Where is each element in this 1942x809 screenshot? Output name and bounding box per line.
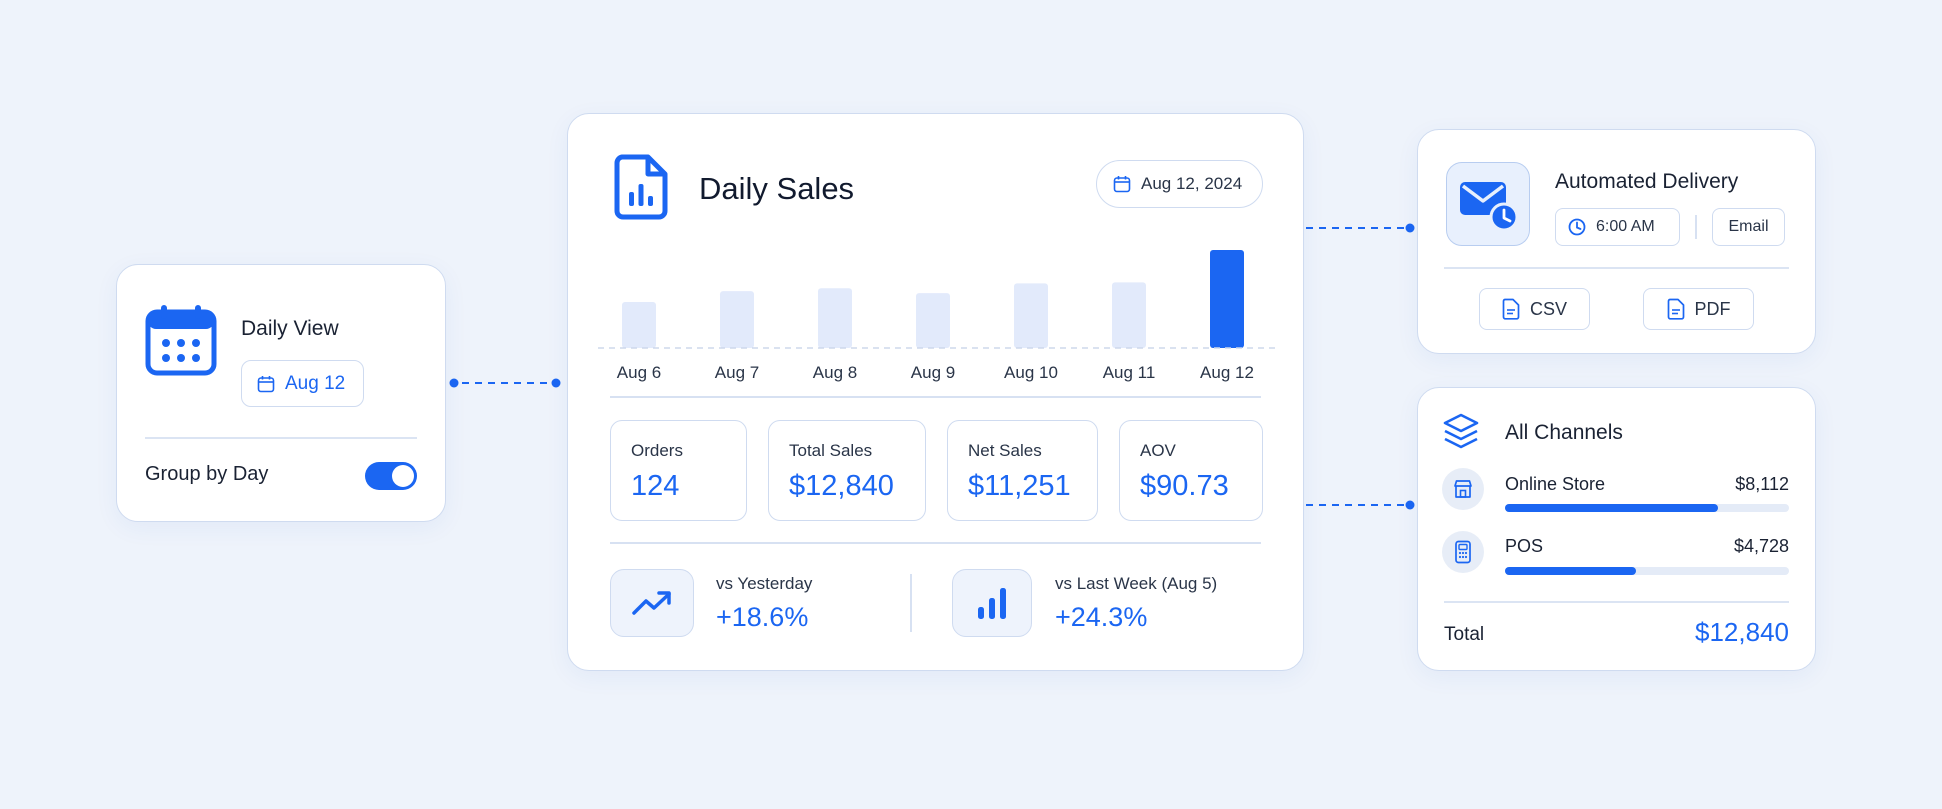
small-calendar-icon [257, 375, 275, 392]
comparison-label: vs Yesterday [716, 574, 813, 593]
stat-net-sales: Net Sales $11,251 [947, 420, 1098, 521]
small-calendar-icon [1113, 176, 1131, 193]
daily-view-title: Daily View [241, 317, 339, 340]
all-channels-card: All Channels Online Store $8,112 POS $4,… [1417, 387, 1816, 671]
stat-value: $11,251 [968, 470, 1071, 502]
delivery-time-chip[interactable]: 6:00 AM [1555, 208, 1680, 246]
total-label: Total [1444, 624, 1485, 645]
file-icon [1502, 298, 1520, 320]
chart-x-tick-label: Aug 8 [813, 363, 857, 382]
chart-bar [1210, 250, 1244, 348]
chart-bar [720, 291, 754, 348]
stat-value: $90.73 [1140, 470, 1229, 502]
stat-label: Total Sales [789, 441, 873, 460]
group-by-day-toggle[interactable] [365, 462, 417, 490]
file-icon [1667, 298, 1684, 320]
chart-x-tick-label: Aug 12 [1200, 363, 1254, 382]
delivery-channel-chip[interactable]: Email [1712, 208, 1785, 246]
channel-amount: $8,112 [1735, 474, 1789, 494]
divider [610, 396, 1261, 398]
toggle-knob [392, 465, 414, 487]
store-icon [1454, 480, 1472, 498]
chart-x-tick-label: Aug 6 [617, 363, 661, 382]
daily-view-card: Daily View Aug 12 Group by Day [116, 264, 446, 522]
csv-label: CSV [1529, 298, 1567, 319]
chart-x-tick-label: Aug 11 [1103, 363, 1156, 382]
bar-chart-icon [978, 588, 1006, 619]
vertical-divider [910, 574, 912, 632]
file-chart-icon [614, 154, 668, 220]
stat-value: 124 [631, 470, 680, 502]
date-picker-button[interactable]: Aug 12 [241, 360, 364, 407]
channel-name: Online Store [1505, 474, 1606, 494]
mail-icon-box [1446, 162, 1530, 246]
chart-x-tick-label: Aug 10 [1004, 363, 1058, 382]
automated-delivery-title: Automated Delivery [1555, 170, 1739, 193]
pdf-label: PDF [1694, 298, 1731, 319]
divider [1444, 601, 1789, 603]
comparison-value: +18.6% [716, 602, 809, 632]
chart-bar [622, 301, 656, 348]
weekly-icon-box [952, 569, 1032, 637]
chart-bar [818, 288, 852, 348]
stat-value: $12,840 [789, 470, 894, 502]
divider [610, 542, 1261, 544]
stat-label: AOV [1140, 441, 1176, 460]
pos-terminal-icon [1455, 540, 1471, 564]
daily-sales-bar-chart: Aug 6 Aug 7 Aug 8 Aug 9 Aug 10 Aug 11 Aug 12 [598, 250, 1278, 382]
stat-label: Orders [631, 441, 683, 460]
trend-icon-box [610, 569, 694, 637]
automated-delivery-card: Automated Delivery 6:00 AM Email CSV PDF [1417, 129, 1816, 354]
connector-left [449, 378, 561, 388]
group-by-day-label: Group by Day [145, 463, 269, 485]
clock-icon [1568, 218, 1586, 236]
channel-progress-fill [1505, 567, 1636, 575]
stat-label: Net Sales [968, 441, 1042, 460]
divider [145, 437, 417, 439]
calendar-icon [145, 305, 217, 376]
connector-delivery [1306, 223, 1415, 233]
chart-x-tick-label: Aug 9 [911, 363, 955, 382]
channel-amount: $4,728 [1733, 536, 1789, 556]
trend-up-icon [632, 591, 671, 615]
chart-bar [916, 293, 950, 348]
chart-bar [1014, 283, 1048, 348]
mail-clock-icon [1460, 182, 1519, 232]
connector-channels [1306, 500, 1415, 510]
stat-total-sales: Total Sales $12,840 [768, 420, 926, 521]
pos-icon-circle [1442, 531, 1484, 573]
layers-icon [1443, 413, 1479, 449]
pdf-format-button[interactable]: PDF [1643, 288, 1754, 330]
stat-orders: Orders 124 [610, 420, 747, 521]
channel-progress-track [1505, 504, 1789, 512]
total-value: $12,840 [1695, 617, 1789, 647]
date-picker-value: Aug 12 [285, 372, 346, 394]
report-date-button[interactable]: Aug 12, 2024 [1096, 160, 1263, 208]
channel-progress-track [1505, 567, 1789, 575]
delivery-time-value: 6:00 AM [1596, 218, 1655, 235]
csv-format-button[interactable]: CSV [1479, 288, 1590, 330]
divider [1444, 267, 1789, 269]
all-channels-title: All Channels [1505, 421, 1623, 444]
report-date-value: Aug 12, 2024 [1141, 174, 1243, 193]
comparison-value: +24.3% [1055, 602, 1148, 632]
chip-separator [1695, 215, 1697, 239]
channel-name: POS [1505, 536, 1544, 556]
daily-sales-card: Daily Sales Aug 12, 2024 Aug 6 Aug 7 Aug 8… [567, 113, 1304, 671]
store-icon-circle [1442, 468, 1484, 510]
daily-sales-title: Daily Sales [699, 171, 855, 206]
chart-bar [1112, 282, 1146, 348]
delivery-channel-value: Email [1728, 218, 1769, 235]
channel-progress-fill [1505, 504, 1718, 512]
comparison-label: vs Last Week (Aug 5) [1055, 574, 1218, 593]
stat-aov: AOV $90.73 [1119, 420, 1263, 521]
chart-x-tick-label: Aug 7 [715, 363, 759, 382]
